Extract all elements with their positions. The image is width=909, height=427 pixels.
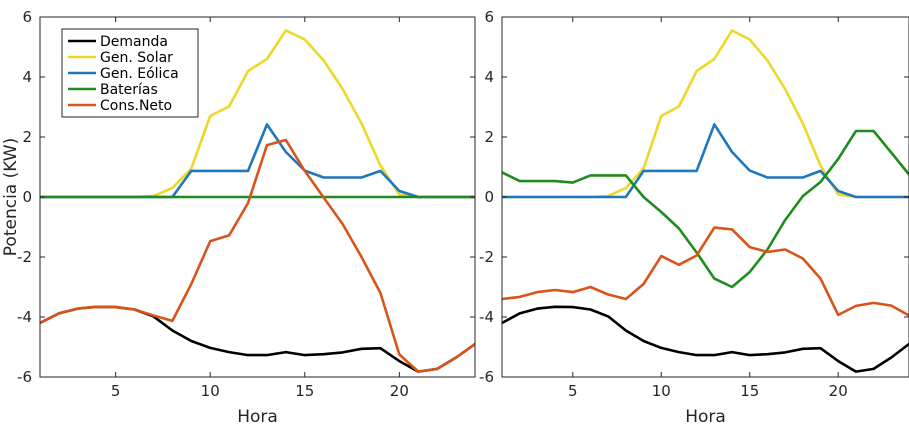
x-tick-label: 15 [295, 382, 314, 400]
x-tick-label: 15 [740, 382, 759, 400]
series-group [40, 29, 475, 373]
right-chart-panel: 5 10 15 20 -6 -4 -2 0 2 4 6 Hora [479, 8, 909, 427]
series-line-2 [502, 123, 909, 199]
left-chart-panel: 5 10 15 20 -6 -4 -2 0 2 4 6 Hora Potencia (KW) Demand… [1, 8, 476, 427]
y-tick-label: -4 [479, 308, 494, 326]
x-tick-label: 20 [390, 382, 409, 400]
x-tick-label: 5 [111, 382, 121, 400]
y-axis-label: Potencia (KW) [1, 138, 21, 256]
y-tick-label: 0 [484, 188, 494, 206]
legend-label-gen-solar: Gen. Solar [100, 50, 173, 66]
x-tick-label: 5 [568, 382, 578, 400]
y-tick-label: 2 [22, 128, 32, 146]
y-tick-label: 4 [22, 68, 32, 86]
series-line-1 [502, 29, 909, 199]
series-line-demanda [40, 305, 475, 373]
x-axis-label: Hora [685, 407, 726, 427]
series-line-cons-neto [40, 138, 475, 373]
x-tick-label: 10 [652, 382, 671, 400]
y-tick-label: -2 [17, 248, 32, 266]
series-line-0 [502, 305, 909, 373]
series-line-3 [502, 129, 909, 289]
legend-label-gen-e-lica: Gen. Eólica [100, 66, 179, 82]
y-tick-label: 6 [484, 8, 494, 26]
x-tick-label: 10 [201, 382, 220, 400]
x-tick-label: 20 [829, 382, 848, 400]
x-axis-label: Hora [237, 407, 278, 427]
y-tick-label: 6 [22, 8, 32, 26]
y-tick-label: -6 [479, 368, 494, 386]
y-tick-label: 4 [484, 68, 494, 86]
y-tick-label: -6 [17, 368, 32, 386]
legend-label-bater-as: Baterías [100, 82, 158, 98]
y-tick-label: 2 [484, 128, 494, 146]
series-line-4 [502, 226, 909, 317]
series-line-gen-e-lica [40, 123, 475, 199]
series-group [502, 29, 909, 373]
y-tick-label: 0 [22, 188, 32, 206]
y-tick-label: -4 [17, 308, 32, 326]
legend-label-demanda: Demanda [100, 34, 168, 50]
legend-label-cons-neto: Cons.Neto [100, 98, 172, 114]
y-tick-label: -2 [479, 248, 494, 266]
